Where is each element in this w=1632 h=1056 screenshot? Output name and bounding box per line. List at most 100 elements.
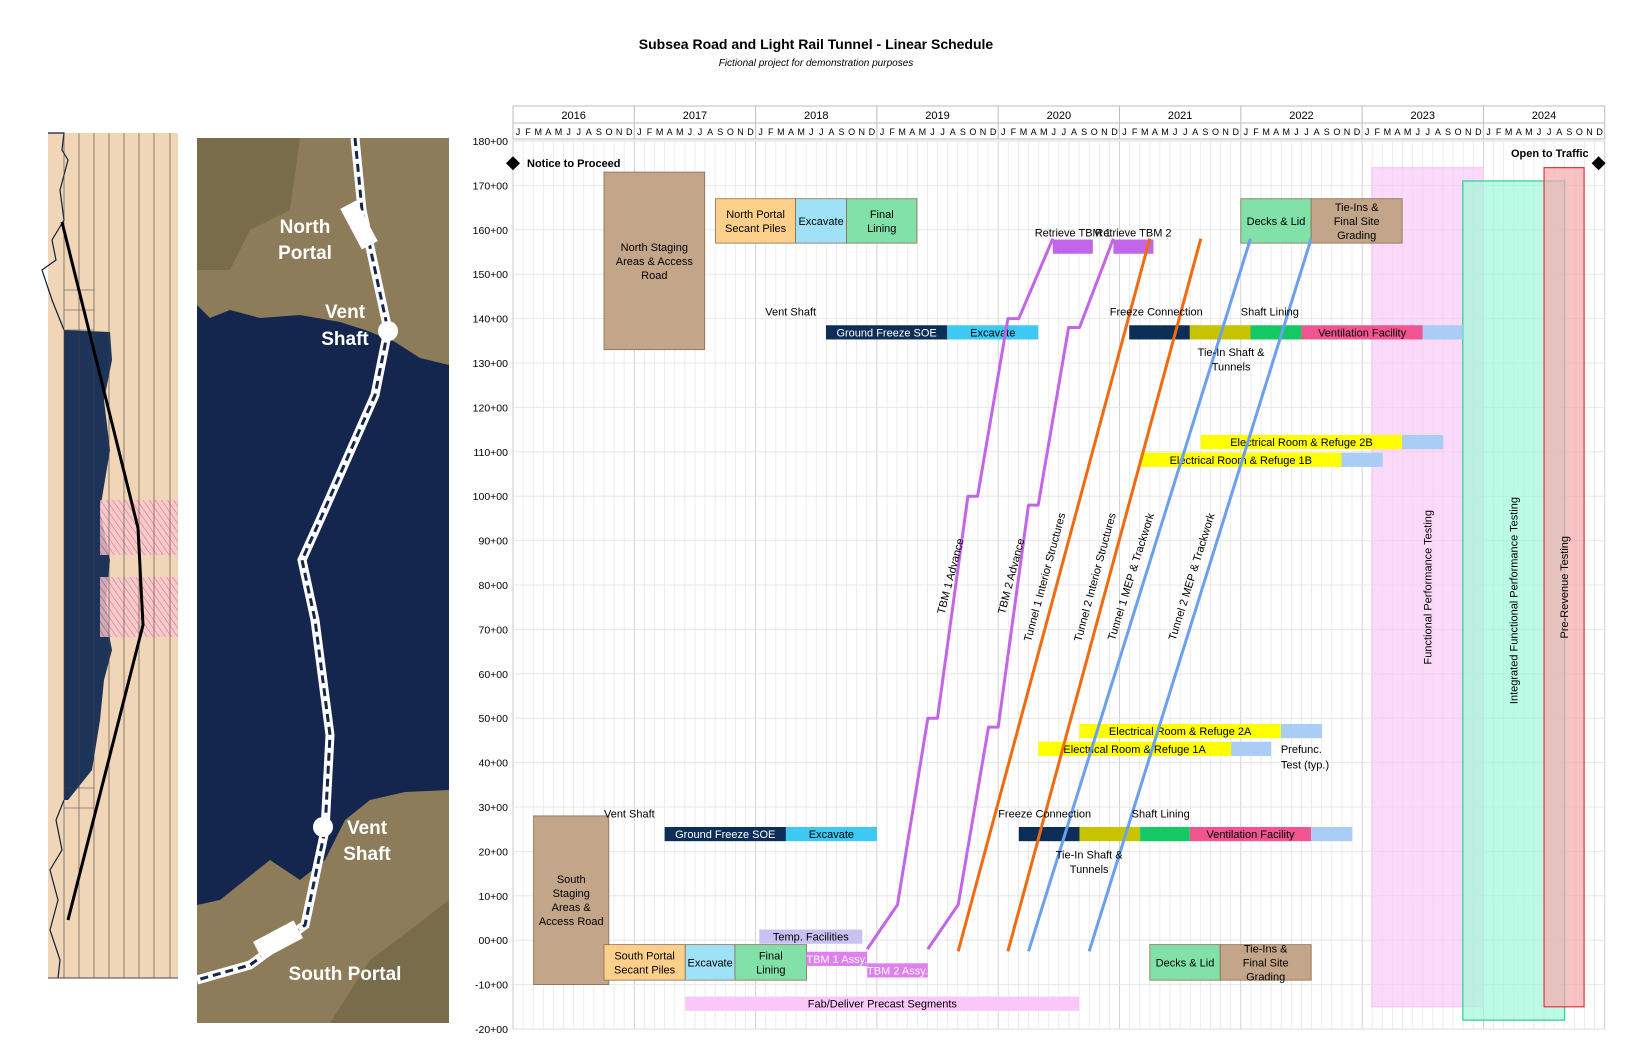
month-label: J xyxy=(930,127,935,137)
year-label: 2022 xyxy=(1289,110,1313,122)
milestone-label: Open to Traffic xyxy=(1511,148,1589,160)
schedule-block xyxy=(846,198,918,244)
month-label: N xyxy=(1586,127,1593,137)
month-label: J xyxy=(1244,127,1249,137)
schedule-block-label: Staging xyxy=(553,888,590,900)
month-label: M xyxy=(898,127,906,137)
y-tick-label: 130+00 xyxy=(473,358,508,370)
schedule-block-label: Secant Piles xyxy=(725,223,787,235)
month-label: F xyxy=(889,127,895,137)
schedule-block-label: Grading xyxy=(1337,230,1376,242)
activity-bar xyxy=(759,929,863,944)
month-label: D xyxy=(1354,127,1361,137)
y-tick-label: 90+00 xyxy=(479,536,509,548)
activity-bar xyxy=(1079,826,1141,842)
y-tick-label: 110+00 xyxy=(473,447,508,459)
activity-bar xyxy=(1140,826,1190,842)
month-label: F xyxy=(1132,127,1138,137)
month-label: A xyxy=(1314,127,1320,137)
activity-bar xyxy=(1422,325,1463,340)
profile-shore-south xyxy=(49,799,65,979)
y-tick-label: 00+00 xyxy=(479,935,509,947)
production-line xyxy=(1006,238,1203,952)
month-label: F xyxy=(1011,127,1017,137)
month-label: J xyxy=(1426,127,1431,137)
month-label: M xyxy=(1040,127,1048,137)
month-label: S xyxy=(1081,127,1087,137)
schedule-block xyxy=(1219,944,1312,981)
year-label: 2018 xyxy=(804,110,828,122)
schedule-block-label: Final xyxy=(870,209,894,221)
month-label: J xyxy=(1062,127,1067,137)
schedule-block-label: Final Site xyxy=(1243,957,1289,969)
month-label: A xyxy=(1435,127,1441,137)
month-label: S xyxy=(717,127,723,137)
month-label: N xyxy=(858,127,865,137)
schedule-block xyxy=(603,171,706,351)
year-label: 2024 xyxy=(1532,110,1556,122)
month-label: S xyxy=(839,127,845,137)
annotation-label: Shaft Lining xyxy=(1241,306,1299,318)
month-label: M xyxy=(1283,127,1291,137)
month-label: J xyxy=(688,127,693,137)
y-tick-label: 150+00 xyxy=(473,269,508,281)
activity-bar xyxy=(947,325,1039,340)
annotation-label: Tunnels xyxy=(1070,864,1109,876)
month-label: A xyxy=(1152,127,1158,137)
schedule-block-label: Decks & Lid xyxy=(1156,957,1215,969)
month-label: F xyxy=(1253,127,1259,137)
month-label: S xyxy=(1445,127,1451,137)
month-label: D xyxy=(1596,127,1603,137)
annotation-label: Test (typ.) xyxy=(1281,759,1329,771)
month-label: M xyxy=(555,127,563,137)
y-tick-label: 30+00 xyxy=(479,802,509,814)
month-label: F xyxy=(768,127,774,137)
milestone-diamond xyxy=(1591,156,1606,171)
schedule-block xyxy=(1310,198,1403,244)
activity-bar xyxy=(1402,434,1444,450)
y-tick-label: 40+00 xyxy=(479,758,509,770)
chart-title: Subsea Road and Light Rail Tunnel - Line… xyxy=(638,36,994,52)
month-label: O xyxy=(1576,127,1583,137)
month-label: N xyxy=(737,127,744,137)
month-label: J xyxy=(1547,127,1552,137)
month-label: M xyxy=(1384,127,1392,137)
schedule-block-label: Access Road xyxy=(539,916,604,928)
schedule-block-label: North Portal xyxy=(726,209,785,221)
annotation-label: Freeze Connection xyxy=(1110,306,1203,318)
activity-bar-label: Ventilation Facility xyxy=(1206,829,1295,841)
testing-band-label: Pre-Revenue Testing xyxy=(1559,536,1571,639)
y-tick-label: 140+00 xyxy=(473,314,508,326)
month-label: O xyxy=(606,127,613,137)
month-label: O xyxy=(1091,127,1098,137)
month-label: O xyxy=(1455,127,1462,137)
month-label: A xyxy=(1556,127,1562,137)
month-label: A xyxy=(1273,127,1279,137)
month-label: A xyxy=(1192,127,1198,137)
month-label: A xyxy=(1516,127,1522,137)
month-label: D xyxy=(990,127,997,137)
month-label: A xyxy=(828,127,834,137)
month-label: M xyxy=(919,127,927,137)
month-label: D xyxy=(1475,127,1482,137)
month-label: D xyxy=(626,127,633,137)
activity-bar-label: Excavate xyxy=(809,829,854,841)
month-label: M xyxy=(797,127,805,137)
activity-bar xyxy=(1113,239,1154,254)
activity-bar-label: TBM 2 Assy. xyxy=(867,965,928,977)
activity-bar-label: Ventilation Facility xyxy=(1318,327,1407,339)
month-label: M xyxy=(777,127,785,137)
y-tick-label: 100+00 xyxy=(473,491,508,503)
activity-bar-label: Ground Freeze SOE xyxy=(675,829,775,841)
month-label: J xyxy=(1304,127,1309,137)
testing-band xyxy=(1543,167,1585,1008)
month-label: M xyxy=(1525,127,1533,137)
month-label: F xyxy=(1375,127,1381,137)
month-label: A xyxy=(909,127,915,137)
profile-sea xyxy=(64,330,112,800)
month-label: J xyxy=(940,127,945,137)
month-label: J xyxy=(1486,127,1491,137)
month-label: A xyxy=(1031,127,1037,137)
month-label: A xyxy=(950,127,956,137)
schedule-block-label: Areas & xyxy=(552,902,592,914)
